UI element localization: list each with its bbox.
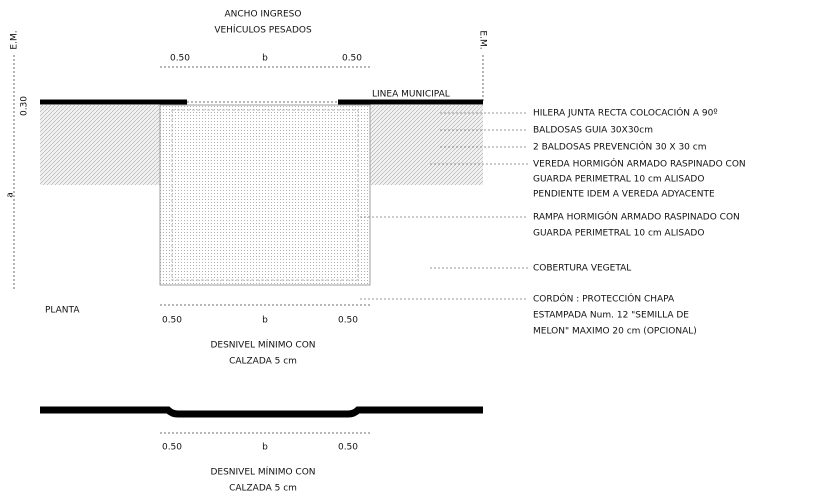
plan-label: PLANTA: [45, 306, 80, 316]
callouts: HILERA JUNTA RECTA COLOCACIÓN A 90º BALD…: [360, 107, 746, 337]
callout: RAMPA HORMIGÓN ARMADO RASPINADO CON: [533, 211, 740, 223]
callout: MELON" MAXIMO 20 cm (OPCIONAL): [533, 327, 697, 337]
line-label: LINEA MUNICIPAL: [372, 90, 450, 100]
dim-label: 0.50: [170, 54, 190, 64]
em-label: E.M.: [10, 30, 20, 49]
dim-label: 0.50: [162, 316, 182, 326]
dim-label: 0.50: [338, 316, 358, 326]
callout: CORDÓN : PROTECCIÓN CHAPA: [533, 293, 675, 305]
ramp: [159, 104, 371, 286]
note: DESNIVEL MÍNIMO CON: [210, 339, 315, 351]
note: CALZADA 5 cm: [229, 357, 297, 367]
dim-label: b: [262, 54, 268, 64]
curb-section: [40, 406, 483, 418]
note: DESNIVEL MÍNIMO CON: [210, 466, 315, 478]
dim-label: b: [262, 443, 268, 453]
callout: ESTAMPADA Num. 12 "SEMILLA DE: [533, 311, 689, 321]
title: VEHÍCULOS PESADOS: [214, 24, 312, 36]
callout: GUARDA PERIMETRAL 10 cm ALISADO: [533, 229, 704, 239]
em-label: E.M.: [478, 30, 488, 49]
dim-label: 0.50: [162, 443, 182, 453]
dim-label: a: [6, 192, 16, 198]
callout: 2 BALDOSAS PREVENCIÓN 30 X 30 cm: [533, 141, 706, 153]
callout: GUARDA PERIMETRAL 10 cm ALISADO: [533, 175, 704, 185]
dim-label: 0.50: [342, 54, 362, 64]
callout: COBERTURA VEGETAL: [533, 264, 631, 274]
callout: HILERA JUNTA RECTA COLOCACIÓN A 90º: [533, 107, 718, 119]
ramp-guard: [171, 109, 359, 281]
note: CALZADA 5 cm: [229, 484, 297, 494]
dim-label: b: [262, 316, 268, 326]
dim-label: 0.30: [20, 96, 30, 116]
callout: BALDOSAS GUIA 30X30cm: [533, 126, 653, 136]
dim-label: 0.50: [338, 443, 358, 453]
title: ANCHO INGRESO: [225, 10, 302, 20]
callout: VEREDA HORMIGÓN ARMADO RASPINADO CON: [533, 158, 746, 170]
callout: PENDIENTE IDEM A VEREDA ADYACENTE: [533, 190, 715, 200]
